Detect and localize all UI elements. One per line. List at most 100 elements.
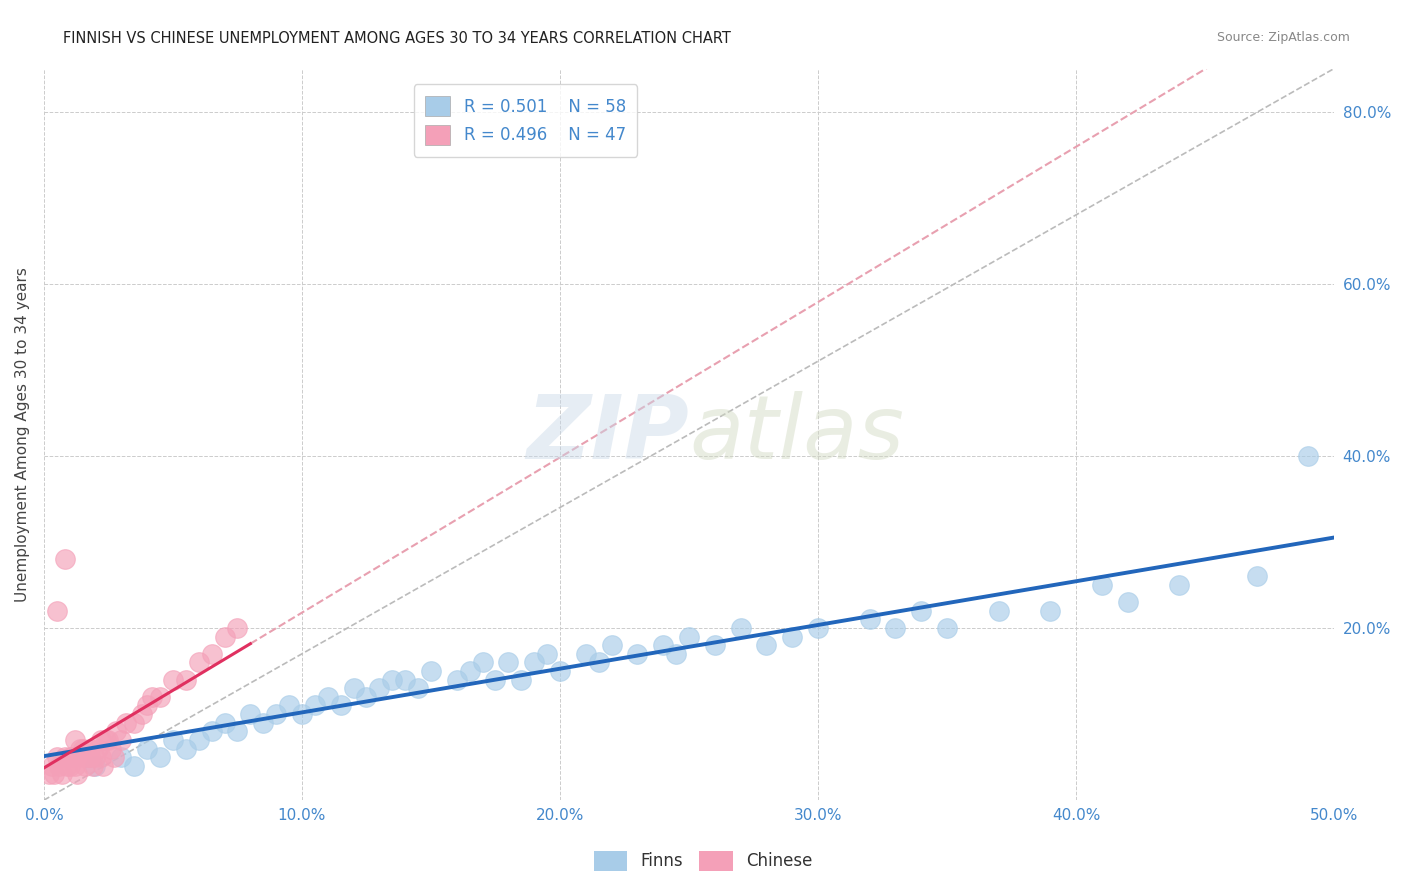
Point [149,750,172,764]
Point [66,767,89,781]
Point [87,741,110,756]
Point [105,724,128,739]
Point [356,690,378,704]
Point [252,715,274,730]
Point [84,750,107,764]
Point [90,750,112,764]
Point [110,750,132,764]
Point [226,621,249,635]
Point [110,732,132,747]
Point [1091,578,1114,592]
Point [730,621,752,635]
Point [75,758,97,772]
Point [406,681,429,696]
Point [278,698,301,713]
Point [420,664,443,678]
Text: ZIP: ZIP [526,391,689,478]
Point [162,673,184,687]
Point [82,758,104,772]
Point [38,767,60,781]
Point [131,707,153,722]
Text: Source: ZipAtlas.com: Source: ZipAtlas.com [1216,31,1350,45]
Point [149,690,172,704]
Point [174,741,197,756]
Point [214,630,236,644]
Point [1168,578,1191,592]
Point [41,758,63,772]
Point [884,621,907,635]
Point [291,707,314,722]
Point [48,758,70,772]
Point [226,724,249,739]
Point [1246,569,1268,583]
Point [122,715,145,730]
Point [936,621,959,635]
Point [84,758,107,772]
Point [187,732,209,747]
Point [1039,604,1062,618]
Point [859,612,882,626]
Point [60,750,83,764]
Point [59,758,82,772]
Y-axis label: Unemployment Among Ages 30 to 34 years: Unemployment Among Ages 30 to 34 years [15,267,30,602]
Point [575,647,598,661]
Point [141,690,163,704]
Point [72,741,94,756]
Point [239,707,262,722]
Point [45,604,67,618]
Point [316,690,339,704]
Point [69,741,91,756]
Point [458,664,481,678]
Point [600,638,623,652]
Text: FINNISH VS CHINESE UNEMPLOYMENT AMONG AGES 30 TO 34 YEARS CORRELATION CHART: FINNISH VS CHINESE UNEMPLOYMENT AMONG AG… [63,31,731,46]
Point [1116,595,1139,609]
Point [394,673,416,687]
Point [136,698,159,713]
Point [53,750,76,764]
Point [201,647,224,661]
Point [115,715,138,730]
Point [368,681,391,696]
Point [53,552,76,566]
Point [703,638,725,652]
Point [588,656,610,670]
Text: atlas: atlas [689,392,904,477]
Point [45,750,67,764]
Point [100,741,122,756]
Point [63,732,86,747]
Point [665,647,688,661]
Point [174,673,197,687]
Point [548,664,571,678]
Point [94,732,117,747]
Point [342,681,364,696]
Point [103,750,125,764]
Point [536,647,558,661]
Point [72,750,94,764]
Point [780,630,803,644]
Point [1298,449,1320,463]
Point [987,604,1010,618]
Point [122,758,145,772]
Point [63,758,86,772]
Point [201,724,224,739]
Point [498,656,520,670]
Point [79,750,101,764]
Point [910,604,932,618]
Point [264,707,287,722]
Point [755,638,778,652]
Point [162,732,184,747]
Point [79,741,101,756]
Point [56,758,79,772]
Legend: Finns, Chinese: Finns, Chinese [585,842,821,880]
Point [381,673,404,687]
Point [187,656,209,670]
Point [214,715,236,730]
Point [807,621,830,635]
Point [136,741,159,756]
Point [626,647,648,661]
Point [51,767,73,781]
Point [97,732,120,747]
Point [523,656,546,670]
Point [304,698,326,713]
Point [329,698,352,713]
